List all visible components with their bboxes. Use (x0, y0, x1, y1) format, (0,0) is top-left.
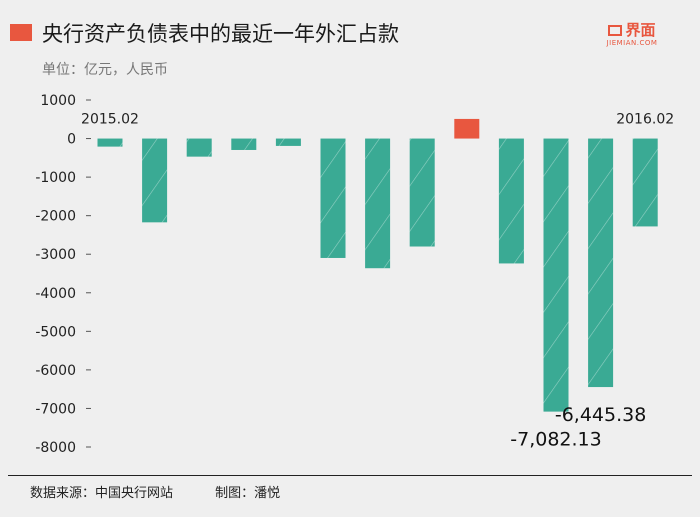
data-label: -6,445.38 (555, 404, 646, 426)
y-tick-label: -5000 (35, 324, 76, 340)
footer-divider (8, 475, 692, 476)
y-tick-label: -6000 (35, 363, 76, 379)
y-tick-label: 1000 (40, 93, 76, 109)
chart-title: 央行资产负债表中的最近一年外汇占款 (42, 22, 399, 46)
bar-2015.10 (454, 118, 480, 139)
y-tick-label: -4000 (35, 286, 76, 302)
bar-hatch (97, 138, 123, 147)
y-axis: 1000 0 -1000 -2000 -3000 -4000 -5000 -6000 -7000… (35, 93, 91, 456)
bar-hatch (142, 138, 168, 223)
title-marker (10, 24, 32, 41)
logo-subtext: JIEMIAN.COM (606, 39, 658, 47)
bar-hatch (632, 138, 658, 227)
category-label: 2016.02 (616, 112, 674, 128)
labels: 2015.02 2016.02 -7,082.13 -6,445.38 (81, 112, 674, 451)
bar-hatch (365, 138, 391, 269)
unit-label: 单位：亿元，人民币 (42, 62, 168, 78)
y-tick-label: -2000 (35, 209, 76, 225)
y-tick-label: -8000 (35, 440, 76, 456)
y-tick-label: -1000 (35, 170, 76, 186)
category-label: 2015.02 (81, 112, 139, 128)
bar-hatch (231, 138, 257, 150)
bar-hatch (320, 138, 346, 258)
bar-hatch (409, 138, 435, 247)
bar-hatch (186, 138, 212, 157)
logo-icon (608, 24, 623, 36)
y-tick-label: 0 (67, 132, 76, 148)
data-label: -7,082.13 (510, 429, 601, 451)
footer: 数据来源：中国央行网站 制图：潘悦 (30, 482, 280, 501)
jiemian-logo: 界面 JIEMIAN.COM (596, 22, 668, 52)
chart-credit: 制图：潘悦 (215, 486, 281, 501)
data-source: 数据来源：中国央行网站 (30, 486, 174, 501)
logo-text: 界面 (625, 21, 656, 39)
y-tick-label: -3000 (35, 247, 76, 263)
bar-hatch (498, 138, 524, 264)
bars (97, 118, 658, 412)
bar-hatch (588, 138, 614, 388)
bar-hatch (543, 138, 569, 412)
y-tick-label: -7000 (35, 401, 76, 417)
bar-hatch (275, 138, 301, 146)
